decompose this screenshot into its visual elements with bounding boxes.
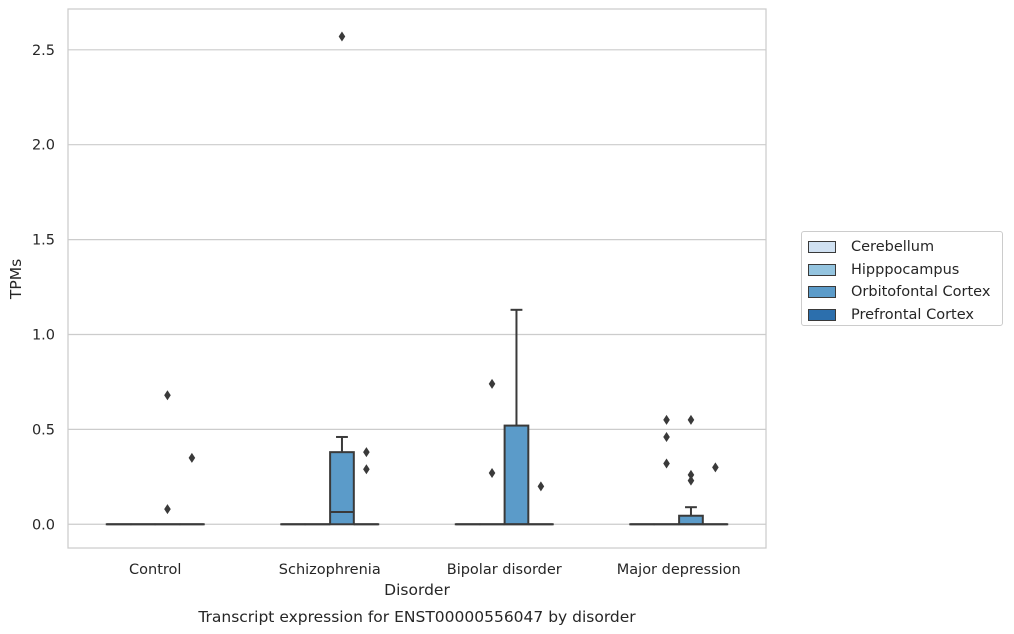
legend-swatch (808, 309, 836, 322)
legend: Cerebellum Hipppocampus Orbitofontal Corte… (801, 231, 1003, 326)
y-tick-label: 0.5 (32, 422, 55, 438)
outlier-point (488, 378, 496, 389)
outlier-point (712, 462, 719, 473)
outlier-point (164, 390, 171, 401)
box-orbitofontal-cortex (503, 308, 530, 526)
x-tick-label: Bipolar disorder (447, 562, 562, 578)
x-tick-label: Schizophrenia (279, 562, 381, 578)
legend-item: Cerebellum (808, 236, 1002, 259)
outlier-point (363, 447, 370, 458)
y-tick-label: 2.0 (32, 138, 55, 154)
outlier-point (338, 31, 346, 42)
outlier-point (164, 504, 171, 515)
outlier-point (663, 414, 670, 425)
legend-label: Cerebellum (851, 239, 935, 256)
chart-title: Transcript expression for ENST0000055604… (197, 608, 636, 626)
x-tick-label: Major depression (617, 562, 741, 578)
box-body (678, 514, 704, 526)
x-tick-labels: Control Schizophrenia Bipolar disorder Majo… (129, 562, 741, 578)
outlier-point (537, 481, 545, 492)
box-body (503, 424, 530, 526)
y-tick-label: 1.5 (32, 233, 55, 249)
y-tick-labels: 0.0 0.5 1.0 1.5 2.0 2.5 (32, 43, 55, 533)
y-axis-label: TPMs (7, 259, 25, 300)
legend-item: Prefrontal Cortex (808, 304, 1002, 327)
box-body (329, 451, 355, 526)
box-orbitofontal-cortex (329, 435, 355, 526)
outlier-point (188, 452, 196, 463)
outlier-point (663, 458, 670, 469)
plot-frame (67, 8, 767, 549)
legend-label: Orbitofontal Cortex (851, 284, 991, 301)
legend-item: Hipppocampus (808, 259, 1002, 282)
box-marks (105, 308, 729, 526)
x-tick-label: Control (129, 562, 181, 578)
y-tick-label: 2.5 (32, 43, 55, 59)
y-tick-label: 0.0 (32, 517, 55, 533)
outlier-point (488, 468, 496, 479)
legend-swatch (808, 286, 836, 299)
legend-swatch (808, 241, 836, 254)
outlier-point (363, 464, 370, 475)
outlier-point (687, 469, 695, 480)
outlier-point (663, 431, 670, 442)
legend-label: Prefrontal Cortex (851, 307, 974, 324)
x-axis-label: Disorder (384, 581, 450, 599)
plot-area-background (68, 9, 766, 548)
y-tick-label: 1.0 (32, 327, 55, 343)
outlier-marks (164, 31, 719, 515)
outlier-point (687, 414, 695, 425)
legend-item: Orbitofontal Cortex (808, 281, 1002, 304)
outlier-point (687, 475, 695, 486)
legend-label: Hipppocampus (851, 261, 960, 278)
box-orbitofontal-cortex (678, 506, 704, 526)
legend-swatch (808, 263, 836, 276)
